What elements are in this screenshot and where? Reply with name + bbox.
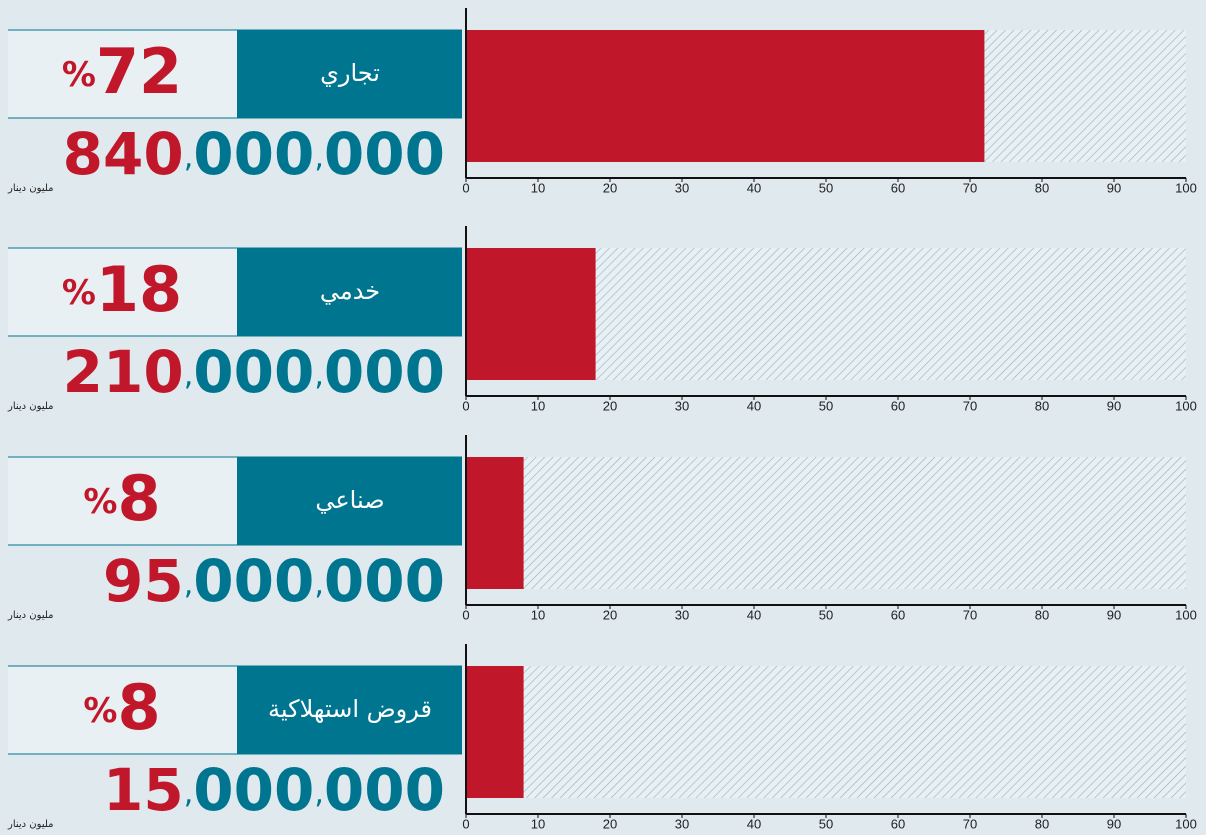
x-tick-label: 20 <box>603 398 617 413</box>
x-tick-label: 50 <box>819 816 833 831</box>
x-tick-label: 80 <box>1035 398 1049 413</box>
amount-label: 15,000,000 <box>103 756 445 824</box>
x-tick-label: 20 <box>603 180 617 195</box>
x-tick-label: 10 <box>531 398 545 413</box>
category-label: صناعي <box>315 486 384 514</box>
x-tick-label: 80 <box>1035 607 1049 622</box>
x-tick-label: 100 <box>1175 607 1197 622</box>
x-tick-label: 40 <box>747 180 761 195</box>
unit-label: مليون دينار <box>7 819 54 830</box>
x-tick-label: 90 <box>1107 816 1121 831</box>
x-tick-label: 50 <box>819 398 833 413</box>
x-tick-label: 40 <box>747 398 761 413</box>
x-tick-label: 30 <box>675 816 689 831</box>
x-tick-label: 60 <box>891 607 905 622</box>
x-tick-label: 50 <box>819 180 833 195</box>
x-tick-label: 90 <box>1107 607 1121 622</box>
x-tick-label: 70 <box>963 816 977 831</box>
category-box <box>237 30 462 118</box>
percent-box <box>8 30 237 118</box>
x-tick-label: 80 <box>1035 180 1049 195</box>
x-tick-label: 20 <box>603 607 617 622</box>
x-tick-label: 0 <box>462 607 469 622</box>
category-label: تجاري <box>320 59 380 87</box>
bar <box>466 457 524 589</box>
x-tick-label: 10 <box>531 607 545 622</box>
x-tick-label: 0 <box>462 816 469 831</box>
x-tick-label: 30 <box>675 398 689 413</box>
percent-label: %8 <box>83 671 160 744</box>
bar <box>466 30 985 162</box>
unit-label: مليون دينار <box>7 610 54 621</box>
unit-label: مليون دينار <box>7 401 54 412</box>
percent-label: %8 <box>83 462 160 535</box>
percent-box <box>8 248 237 336</box>
x-tick-label: 40 <box>747 607 761 622</box>
category-label: قروض استهلاكية <box>268 695 432 723</box>
x-tick-label: 0 <box>462 398 469 413</box>
percent-label: %18 <box>62 253 182 326</box>
percent-box <box>8 457 237 545</box>
x-tick-label: 80 <box>1035 816 1049 831</box>
percent-label: %72 <box>62 35 182 108</box>
bar <box>466 666 524 798</box>
unit-label: مليون دينار <box>7 183 54 194</box>
x-tick-label: 100 <box>1175 180 1197 195</box>
amount-label: 210,000,000 <box>63 338 445 406</box>
x-tick-label: 90 <box>1107 398 1121 413</box>
bar-track <box>466 457 1186 589</box>
bar <box>466 248 596 380</box>
x-tick-label: 70 <box>963 180 977 195</box>
x-tick-label: 30 <box>675 607 689 622</box>
x-tick-label: 0 <box>462 180 469 195</box>
x-tick-label: 10 <box>531 180 545 195</box>
category-box <box>237 457 462 545</box>
x-tick-label: 70 <box>963 398 977 413</box>
x-tick-label: 70 <box>963 607 977 622</box>
x-tick-label: 60 <box>891 180 905 195</box>
x-tick-label: 40 <box>747 816 761 831</box>
amount-label: 95,000,000 <box>103 547 445 615</box>
x-tick-label: 30 <box>675 180 689 195</box>
x-tick-label: 60 <box>891 398 905 413</box>
category-box <box>237 248 462 336</box>
category-box <box>237 666 462 754</box>
x-tick-label: 10 <box>531 816 545 831</box>
amount-label: 840,000,000 <box>63 120 445 188</box>
x-tick-label: 60 <box>891 816 905 831</box>
x-tick-label: 20 <box>603 816 617 831</box>
bar-track <box>466 666 1186 798</box>
percent-box <box>8 666 237 754</box>
category-label: خدمي <box>320 277 380 305</box>
x-tick-label: 100 <box>1175 816 1197 831</box>
x-tick-label: 50 <box>819 607 833 622</box>
x-tick-label: 100 <box>1175 398 1197 413</box>
x-tick-label: 90 <box>1107 180 1121 195</box>
